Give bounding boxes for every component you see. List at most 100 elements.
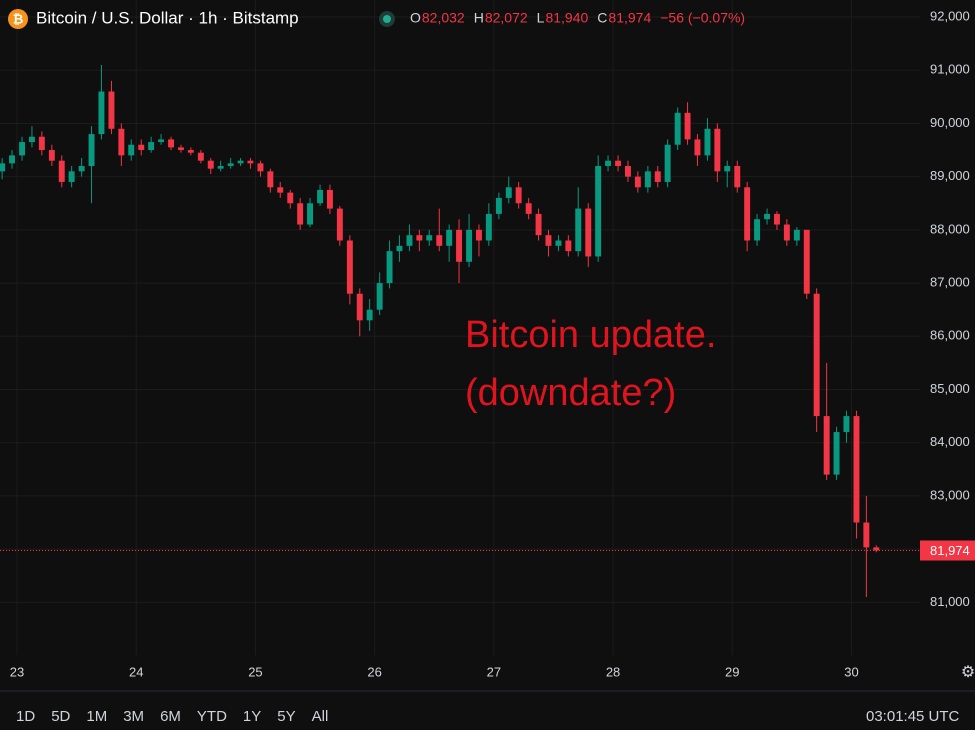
candle-body <box>754 219 761 241</box>
candle-body <box>684 112 691 140</box>
clock: 03:01:45 UTC <box>866 708 960 725</box>
candle-body <box>595 166 602 257</box>
candle-body <box>446 229 453 246</box>
candle-body <box>535 213 542 236</box>
range-button[interactable]: 1Y <box>243 708 261 725</box>
candle-body <box>555 240 562 246</box>
candle-body <box>843 416 850 433</box>
ohlc-value: 81,940 <box>545 10 588 26</box>
candle-body <box>783 224 790 241</box>
status-dot <box>383 15 391 23</box>
candle-body <box>118 128 125 156</box>
candle-body <box>336 208 343 241</box>
candle-body <box>426 235 433 241</box>
ohlc-value: 82,032 <box>422 10 465 26</box>
candle-body <box>466 229 473 262</box>
candle-body <box>773 213 780 225</box>
candle-body <box>207 160 214 169</box>
candle-body <box>247 160 254 164</box>
x-tick-label: 25 <box>248 664 262 679</box>
candle-body <box>674 112 681 145</box>
ohlc-legend: O 82,032 H 82,072 L 81,940 C 81,974 −56 (−0.07%) <box>410 10 745 26</box>
x-tick-label: 28 <box>606 664 620 679</box>
candle-body <box>197 152 204 161</box>
candle-body <box>664 144 671 182</box>
candle-body <box>793 229 800 241</box>
candle-body <box>88 134 95 167</box>
candle-body <box>267 171 274 188</box>
x-tick-label: 30 <box>844 664 858 679</box>
ohlc-value: 82,072 <box>485 10 528 26</box>
range-toolbar: 1D 5D 1M 3M 6M YTD 1Y 5Y All 03:01:45 UTC <box>16 708 960 725</box>
candle-body <box>475 229 482 241</box>
candle-body <box>148 142 155 151</box>
candle-body <box>416 235 423 241</box>
x-tick-label: 29 <box>725 664 739 679</box>
candle-body <box>98 91 105 135</box>
candle-body <box>624 166 631 177</box>
range-button[interactable]: 3M <box>123 708 144 725</box>
candle-body <box>515 187 522 204</box>
y-tick-label: 91,000 <box>930 62 970 77</box>
range-button[interactable]: 1D <box>16 708 35 725</box>
candle-body <box>873 547 880 551</box>
candle-body <box>406 235 413 246</box>
annotation: Bitcoin update. <box>465 314 716 356</box>
candle-body <box>585 208 592 257</box>
ohlc-key: O <box>410 10 421 26</box>
candle-body <box>356 293 363 321</box>
candle-body <box>545 235 552 246</box>
last-price-tag <box>920 540 975 561</box>
candle-body <box>694 139 701 156</box>
candle-body <box>138 144 145 151</box>
range-button[interactable]: 5Y <box>277 708 295 725</box>
y-tick-label: 86,000 <box>930 328 970 343</box>
candle-body <box>634 176 641 188</box>
x-tick-label: 24 <box>129 664 143 679</box>
candle-body <box>615 160 622 167</box>
candle-body <box>803 229 810 294</box>
candle-body <box>744 187 751 241</box>
candle-body <box>853 416 860 523</box>
candle-body <box>19 142 26 156</box>
candle-body <box>28 136 35 143</box>
candle-body <box>287 192 294 204</box>
range-button[interactable]: All <box>312 708 329 725</box>
y-tick-label: 84,000 <box>930 434 970 449</box>
candle-body <box>277 187 284 193</box>
range-button[interactable]: 5D <box>51 708 70 725</box>
x-tick-label: 26 <box>367 664 381 679</box>
change: −56 (−0.07%) <box>660 10 745 26</box>
y-tick-label: 90,000 <box>930 115 970 130</box>
candle-body <box>227 163 234 167</box>
y-tick-label: 92,000 <box>930 8 970 23</box>
candle-body <box>257 163 264 172</box>
y-tick-label: 81,000 <box>930 594 970 609</box>
settings-icon[interactable]: ⚙ <box>961 664 975 681</box>
candle-body <box>396 245 403 252</box>
range-button[interactable]: YTD <box>197 708 227 725</box>
x-tick-label: 23 <box>10 664 24 679</box>
candle-body <box>436 235 443 246</box>
candle-body <box>297 203 304 225</box>
candle-body <box>158 139 165 143</box>
candle-body <box>386 251 393 284</box>
candle-body <box>128 144 135 156</box>
symbol-title: Bitcoin / U.S. Dollar · 1h · Bitstamp <box>36 8 299 27</box>
candle-body <box>565 240 572 252</box>
ohlc-key: H <box>474 10 484 26</box>
candle-body <box>833 432 840 475</box>
candle-body <box>58 160 65 182</box>
y-tick-label: 87,000 <box>930 275 970 290</box>
candle-body <box>177 147 184 151</box>
candle-body <box>605 160 612 167</box>
candle-body <box>0 163 6 172</box>
range-button[interactable]: 1M <box>86 708 107 725</box>
candle-body <box>9 155 16 164</box>
y-tick-label: 83,000 <box>930 487 970 502</box>
range-button[interactable]: 6M <box>160 708 181 725</box>
candle-body <box>38 136 45 151</box>
